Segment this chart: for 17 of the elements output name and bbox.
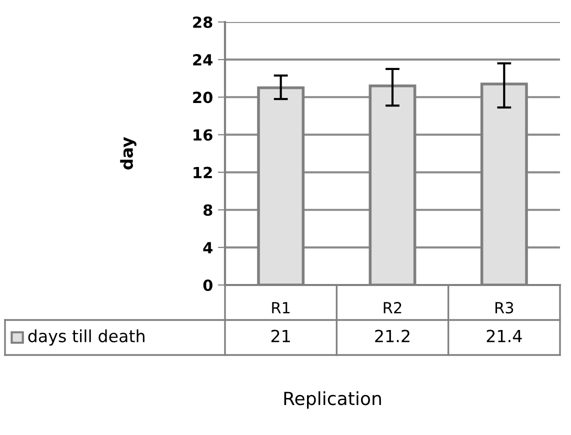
data-label: 21.4 [486,330,522,342]
x-axis-title: Replication [284,391,381,409]
y-tick-label: 20 [193,92,212,104]
legend-label: days till death [28,329,144,346]
y-tick-label: 16 [194,129,212,141]
x-tick-label: R3 [496,302,514,314]
y-axis-title: day [120,137,136,170]
y-tick-label: 24 [193,54,212,66]
y-tick-label: 12 [194,166,212,178]
y-tick-label: 4 [203,242,212,254]
data-label: 21 [271,330,290,342]
y-tick-label: 0 [203,279,212,292]
x-tick-label: R2 [384,302,402,314]
y-tick-label: 28 [193,16,212,28]
data-label: 21.2 [375,330,410,342]
x-tick-label: R1 [272,302,290,314]
y-tick-label: 8 [204,204,212,216]
